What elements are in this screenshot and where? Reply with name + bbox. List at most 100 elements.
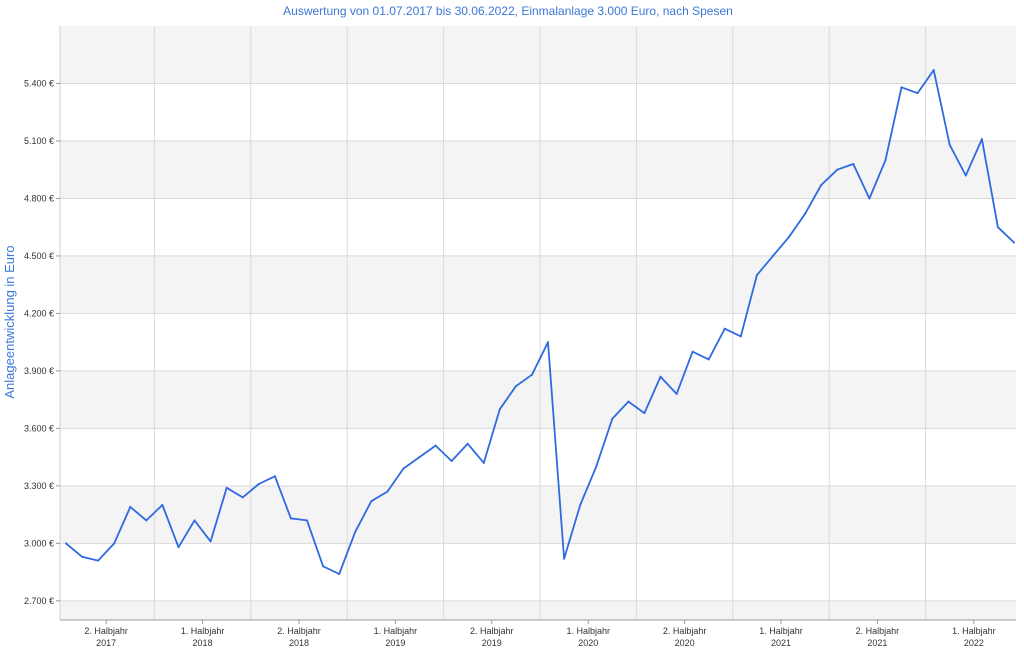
data-point bbox=[338, 573, 341, 575]
y-tick-label: 3.000 € bbox=[24, 538, 54, 548]
horizontal-gridlines bbox=[60, 82, 1016, 602]
vertical-gridlines bbox=[153, 26, 927, 620]
data-point bbox=[498, 408, 501, 411]
plot-band bbox=[60, 370, 1016, 429]
data-point bbox=[868, 197, 871, 200]
data-point bbox=[386, 490, 389, 493]
plot-band bbox=[60, 428, 1016, 486]
data-point bbox=[788, 235, 791, 238]
x-tick-label-year: 2021 bbox=[867, 638, 887, 648]
y-tick-label: 4.200 € bbox=[24, 308, 54, 318]
chart-title: Auswertung von 01.07.2017 bis 30.06.2022… bbox=[283, 4, 733, 18]
y-tick-label: 4.800 € bbox=[24, 193, 54, 203]
data-point bbox=[402, 467, 405, 470]
data-point bbox=[627, 400, 630, 403]
data-point bbox=[434, 444, 437, 447]
x-tick-label-year: 2018 bbox=[193, 638, 213, 648]
y-tick-label: 3.900 € bbox=[24, 366, 54, 376]
data-point bbox=[65, 542, 67, 545]
data-point bbox=[225, 486, 228, 489]
data-point bbox=[739, 335, 742, 338]
data-point bbox=[659, 375, 662, 378]
data-point bbox=[916, 92, 919, 95]
data-point bbox=[948, 143, 951, 146]
data-point bbox=[273, 475, 276, 478]
x-tick-labels: 2. Halbjahr 2017 1. Halbjahr 2018 2. Halbjah… bbox=[84, 620, 996, 648]
data-point bbox=[932, 69, 935, 72]
data-point bbox=[97, 559, 100, 562]
data-point bbox=[241, 496, 244, 499]
x-tick-label-year: 2018 bbox=[289, 638, 309, 648]
data-point bbox=[322, 565, 325, 568]
data-point bbox=[354, 530, 357, 533]
x-tick-label-period: 2. Halbjahr bbox=[856, 626, 900, 636]
x-tick-label-year: 2017 bbox=[96, 638, 116, 648]
data-point bbox=[820, 184, 823, 186]
data-point bbox=[418, 456, 421, 459]
data-point bbox=[145, 519, 148, 522]
data-point bbox=[707, 358, 710, 361]
plot-band bbox=[60, 600, 1016, 620]
data-point bbox=[531, 373, 533, 376]
x-tick-label-period: 1. Halbjahr bbox=[952, 626, 996, 636]
data-point bbox=[772, 254, 774, 257]
y-tick-label: 5.100 € bbox=[24, 136, 54, 146]
plot-band bbox=[60, 26, 1016, 84]
x-tick-label-period: 1. Halbjahr bbox=[181, 626, 225, 636]
data-point bbox=[257, 483, 260, 485]
data-point bbox=[611, 417, 614, 420]
data-point bbox=[129, 505, 132, 508]
data-point bbox=[209, 540, 212, 543]
series-layer bbox=[65, 69, 1015, 575]
data-point bbox=[547, 341, 549, 344]
y-tick-label: 4.500 € bbox=[24, 251, 54, 261]
data-point bbox=[980, 138, 983, 141]
data-point bbox=[81, 555, 84, 558]
data-point bbox=[450, 460, 453, 462]
plot-band bbox=[60, 485, 1016, 544]
data-point bbox=[177, 546, 180, 549]
data-point bbox=[643, 412, 646, 415]
x-tick-label-period: 2. Halbjahr bbox=[84, 626, 128, 636]
data-point bbox=[306, 519, 308, 522]
x-tick-label-period: 1. Halbjahr bbox=[566, 626, 610, 636]
y-tick-label: 5.400 € bbox=[24, 78, 54, 88]
data-point bbox=[675, 392, 678, 395]
y-tick-label: 3.300 € bbox=[24, 481, 54, 491]
data-point bbox=[852, 163, 855, 165]
y-tick-label: 3.600 € bbox=[24, 423, 54, 433]
x-tick-label-period: 2. Halbjahr bbox=[663, 626, 707, 636]
x-tick-label-year: 2020 bbox=[578, 638, 598, 648]
data-point bbox=[996, 226, 999, 229]
data-point bbox=[884, 159, 887, 162]
data-point bbox=[691, 350, 694, 353]
x-tick-label-period: 1. Halbjahr bbox=[759, 626, 803, 636]
x-tick-label-period: 2. Halbjahr bbox=[277, 626, 321, 636]
data-point bbox=[1013, 241, 1015, 244]
data-point bbox=[482, 461, 485, 464]
data-point bbox=[964, 174, 967, 177]
x-tick-label-year: 2020 bbox=[675, 638, 695, 648]
data-point bbox=[289, 517, 292, 520]
data-point bbox=[804, 212, 807, 215]
x-tick-label-period: 2. Halbjahr bbox=[470, 626, 514, 636]
x-tick-label-year: 2022 bbox=[964, 638, 984, 648]
data-point bbox=[113, 542, 116, 545]
data-point bbox=[900, 86, 903, 89]
plot-band bbox=[60, 255, 1016, 314]
data-point bbox=[193, 519, 196, 522]
y-tick-labels: 2.700 € 3.000 € 3.300 € 3.600 € 3.900 € 4.200… bbox=[24, 78, 60, 606]
data-point bbox=[466, 442, 469, 445]
series-line bbox=[65, 69, 1015, 575]
x-tick-label-period: 1. Halbjahr bbox=[374, 626, 418, 636]
data-point bbox=[723, 327, 726, 330]
plot-band bbox=[60, 543, 1016, 601]
data-point bbox=[370, 500, 373, 503]
plot-band bbox=[60, 198, 1016, 256]
plot-band bbox=[60, 83, 1016, 141]
data-point bbox=[836, 168, 839, 171]
data-point bbox=[514, 385, 517, 388]
x-tick-label-year: 2019 bbox=[482, 638, 502, 648]
data-point bbox=[161, 504, 164, 506]
